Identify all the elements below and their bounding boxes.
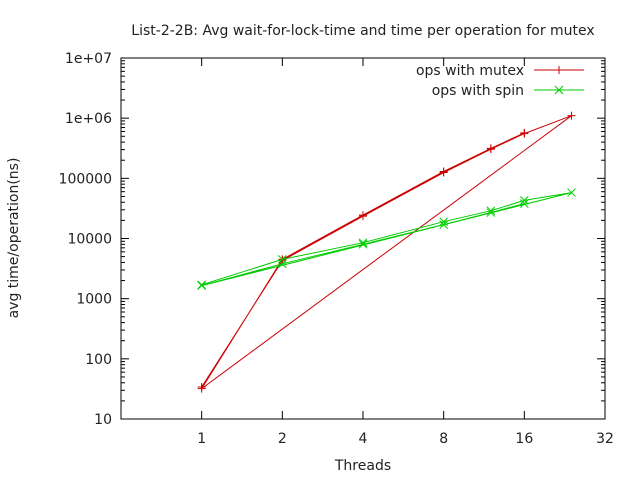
series-line (201, 192, 572, 287)
x-tick-label: 32 (596, 431, 614, 447)
data-point (519, 196, 529, 205)
series-spin (197, 188, 576, 290)
legend: ops with mutex ops with spin (416, 63, 584, 99)
y-axis: 10 100 1000 10000 100000 1e+06 1e+07 (59, 51, 605, 428)
data-point (567, 188, 576, 197)
legend-label: ops with spin (432, 83, 524, 99)
data-point (197, 280, 207, 290)
y-axis-label: avg time/operation(ns) (6, 158, 22, 319)
data-point (439, 217, 449, 227)
data-point (486, 208, 496, 217)
data-point (519, 199, 529, 208)
data-point (358, 239, 368, 249)
legend-label: ops with mutex (416, 63, 524, 79)
x-tick-label: 8 (439, 431, 448, 447)
data-point (439, 220, 449, 229)
y-tick-label: 1e+06 (65, 111, 112, 127)
y-tick-label: 100 (85, 352, 112, 368)
series-mutex (197, 111, 576, 393)
chart-title: List-2-2B: Avg wait-for-lock-time and ti… (131, 23, 594, 39)
series-layer (197, 111, 576, 393)
y-tick-label: 1000 (76, 292, 112, 308)
x-tick-label: 1 (197, 431, 206, 447)
data-point (486, 206, 496, 216)
x-tick-label: 16 (515, 431, 533, 447)
series-line (201, 115, 572, 390)
x-tick-label: 4 (359, 431, 368, 447)
x-axis-label: Threads (334, 458, 391, 474)
data-point (554, 85, 564, 95)
data-point (277, 255, 287, 264)
y-tick-label: 100000 (59, 171, 112, 187)
data-point (358, 238, 368, 248)
x-tick-label: 2 (278, 431, 287, 447)
data-point (197, 281, 207, 290)
y-tick-label: 10000 (67, 232, 112, 248)
y-tick-label: 10 (94, 412, 112, 428)
data-point (277, 259, 287, 269)
x-axis: 1 2 4 8 16 32 (197, 58, 614, 447)
y-tick-label: 1e+07 (65, 51, 112, 67)
plot-frame (120, 57, 606, 420)
